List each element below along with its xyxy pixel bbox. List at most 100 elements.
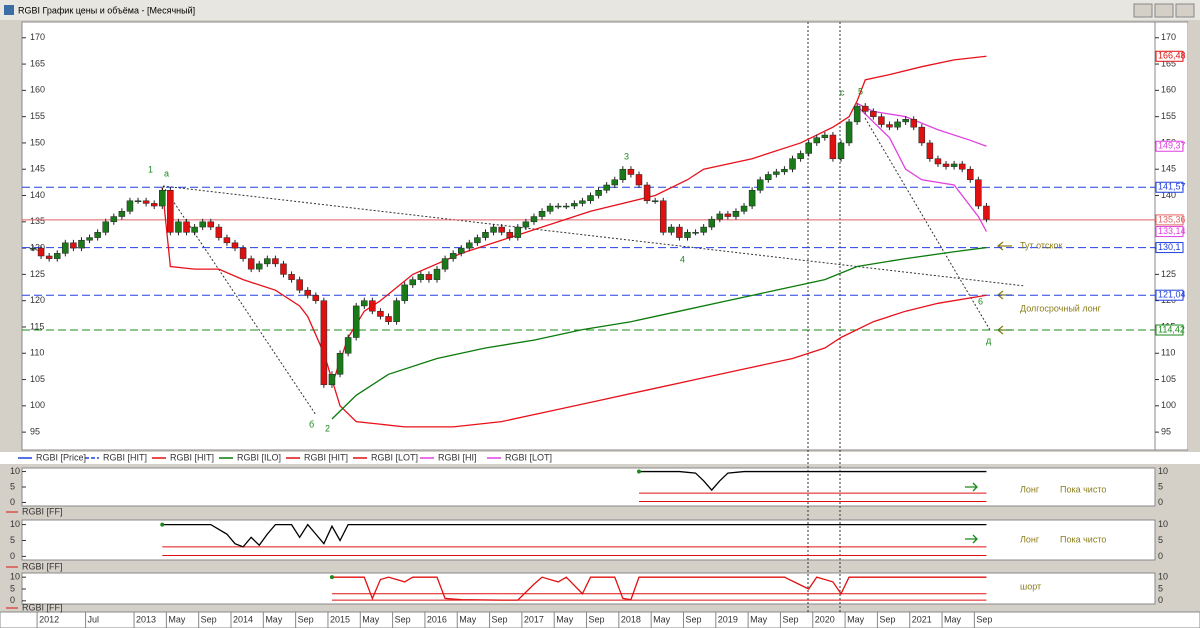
y-tick-label: 0 bbox=[1158, 595, 1163, 605]
x-tick-label: Sep bbox=[879, 614, 895, 624]
price-label-box bbox=[1155, 242, 1184, 254]
indicator-line bbox=[162, 523, 987, 548]
panel-label: RGBI [FF] bbox=[22, 561, 63, 571]
candle bbox=[563, 205, 570, 208]
x-tick-label: Sep bbox=[782, 614, 798, 624]
y-tick-label: 120 bbox=[30, 295, 45, 305]
annotation: 5 bbox=[858, 86, 863, 96]
candle bbox=[466, 242, 473, 249]
candle bbox=[684, 232, 691, 238]
x-tick-label: May bbox=[847, 614, 865, 624]
legend-label: RGBI [HI] bbox=[438, 452, 477, 462]
candle bbox=[530, 216, 538, 223]
candle bbox=[425, 274, 433, 280]
y-tick-label: 105 bbox=[1161, 374, 1176, 384]
candle bbox=[344, 337, 352, 354]
minimize-button[interactable] bbox=[1133, 3, 1153, 18]
candle bbox=[118, 211, 126, 217]
y-tick-label: 155 bbox=[1161, 111, 1176, 121]
price-label-box bbox=[1155, 50, 1184, 62]
overlay-line bbox=[856, 105, 988, 232]
candle bbox=[506, 232, 513, 238]
panel-note: Лонг bbox=[1020, 534, 1040, 544]
y-tick-label: 0 bbox=[1158, 497, 1163, 507]
x-tick-label: Sep bbox=[395, 614, 411, 624]
candle bbox=[587, 195, 594, 202]
x-tick-label: May bbox=[750, 614, 768, 624]
close-button[interactable] bbox=[1175, 3, 1195, 18]
y-tick-label: 0 bbox=[10, 551, 15, 561]
window-buttons[interactable] bbox=[1133, 3, 1195, 18]
y-tick-label: 100 bbox=[30, 400, 45, 410]
legend-label: RGBI [LOT] bbox=[505, 452, 552, 462]
candle bbox=[369, 300, 376, 312]
x-tick-label: 2012 bbox=[39, 614, 59, 624]
maximize-button[interactable] bbox=[1154, 3, 1174, 18]
candle bbox=[958, 163, 966, 170]
candle bbox=[272, 258, 279, 265]
x-tick-label: May bbox=[168, 614, 186, 624]
y-tick-label: 165 bbox=[1161, 58, 1176, 68]
overlay-line bbox=[161, 187, 987, 428]
y-tick-label: 100 bbox=[1161, 400, 1176, 410]
candle bbox=[183, 221, 190, 233]
price-label-box bbox=[1155, 324, 1184, 336]
candle bbox=[579, 200, 586, 204]
x-tick-label: 2016 bbox=[427, 614, 447, 624]
annotation: 1 bbox=[148, 164, 153, 174]
y-tick-label: 135 bbox=[30, 216, 45, 226]
title-bar bbox=[0, 0, 1200, 20]
candle bbox=[134, 200, 142, 203]
x-tick-label: May bbox=[944, 614, 962, 624]
candle bbox=[765, 174, 772, 180]
time-axis bbox=[0, 611, 1200, 628]
scrollbar[interactable] bbox=[1188, 22, 1198, 450]
x-tick-label: 2018 bbox=[621, 614, 641, 624]
candle bbox=[433, 268, 441, 280]
candle bbox=[53, 253, 61, 259]
arrows bbox=[965, 482, 978, 544]
candle bbox=[320, 300, 328, 386]
x-tick-label: 2017 bbox=[524, 614, 544, 624]
candle bbox=[280, 263, 287, 275]
candle bbox=[94, 232, 101, 238]
candle bbox=[70, 242, 77, 249]
y-tick-label: 5 bbox=[10, 535, 15, 545]
candle bbox=[659, 200, 667, 233]
y-tick-label: 170 bbox=[1161, 32, 1176, 42]
price-label: 130,1 bbox=[1158, 242, 1181, 252]
annotation: Тут отскок bbox=[1020, 240, 1062, 250]
legend-label: RGBI [HIT] bbox=[170, 452, 214, 462]
candle bbox=[603, 184, 610, 191]
price-label-box bbox=[1155, 181, 1184, 193]
x-tick-label: May bbox=[556, 614, 574, 624]
y-tick-label: 10 bbox=[1158, 466, 1168, 476]
candle bbox=[175, 221, 182, 233]
candle bbox=[498, 226, 505, 233]
x-tick-label: May bbox=[459, 614, 477, 624]
candle bbox=[126, 200, 134, 212]
price-label-box bbox=[1155, 214, 1184, 226]
x-tick-label: Sep bbox=[298, 614, 314, 624]
price-label: 149,37 bbox=[1158, 141, 1186, 151]
annotation: 2 bbox=[325, 423, 330, 433]
y-tick-label: 140 bbox=[30, 190, 45, 200]
x-tick-label: Sep bbox=[685, 614, 701, 624]
price-label-box bbox=[1155, 226, 1184, 238]
candle bbox=[538, 211, 546, 217]
candle bbox=[191, 226, 198, 233]
candle bbox=[983, 205, 990, 220]
x-tick-label: Sep bbox=[492, 614, 508, 624]
candle bbox=[304, 289, 311, 296]
y-tick-label: 125 bbox=[1161, 269, 1176, 279]
price-label-box bbox=[1155, 289, 1184, 301]
candle bbox=[393, 300, 400, 322]
x-tick-label: 2020 bbox=[815, 614, 835, 624]
candle bbox=[926, 142, 934, 159]
y-tick-label: 105 bbox=[30, 374, 45, 384]
candle bbox=[861, 105, 869, 112]
x-tick-label: Jul bbox=[88, 614, 100, 624]
candle bbox=[377, 310, 384, 317]
y-tick-label: 95 bbox=[1161, 426, 1171, 436]
candle bbox=[611, 179, 619, 186]
